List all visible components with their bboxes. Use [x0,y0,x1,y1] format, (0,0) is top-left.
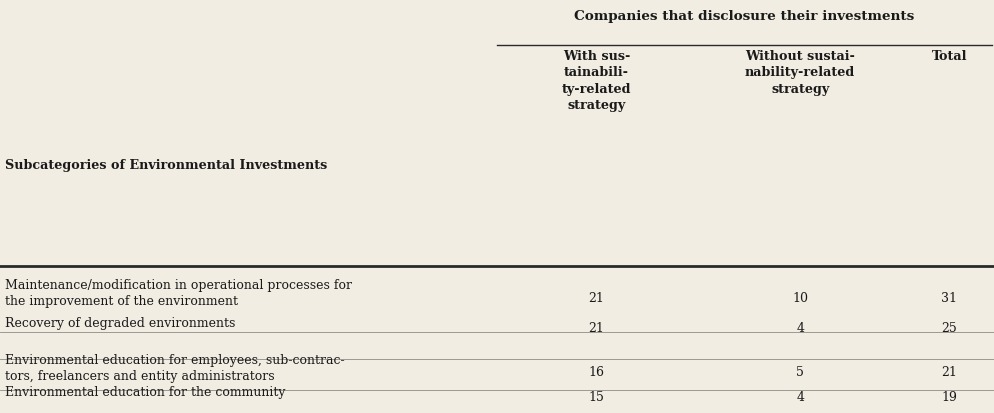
Text: 16: 16 [588,366,604,378]
Text: Companies that disclosure their investments: Companies that disclosure their investme… [575,10,914,23]
Text: 5: 5 [796,366,804,378]
Text: With sus-
tainabili-
ty-related
strategy: With sus- tainabili- ty-related strategy [562,50,631,112]
Text: 21: 21 [588,321,604,334]
Text: 4: 4 [796,321,804,334]
Text: Recovery of degraded environments: Recovery of degraded environments [5,316,236,329]
Text: Total: Total [931,50,967,62]
Text: Subcategories of Environmental Investments: Subcategories of Environmental Investmen… [5,159,327,172]
Text: 31: 31 [941,291,957,304]
Text: Maintenance/modification in operational processes for
the improvement of the env: Maintenance/modification in operational … [5,279,352,308]
Text: 25: 25 [941,321,957,334]
Text: 4: 4 [796,390,804,403]
Text: Environmental education for the community: Environmental education for the communit… [5,385,285,398]
Text: 10: 10 [792,291,808,304]
Text: 21: 21 [588,291,604,304]
Text: 15: 15 [588,390,604,403]
Text: Without sustai-
nability-related
strategy: Without sustai- nability-related strateg… [746,50,855,95]
Text: 21: 21 [941,366,957,378]
Text: Environmental education for employees, sub-contrac-
tors, freelancers and entity: Environmental education for employees, s… [5,353,345,382]
Text: 19: 19 [941,390,957,403]
